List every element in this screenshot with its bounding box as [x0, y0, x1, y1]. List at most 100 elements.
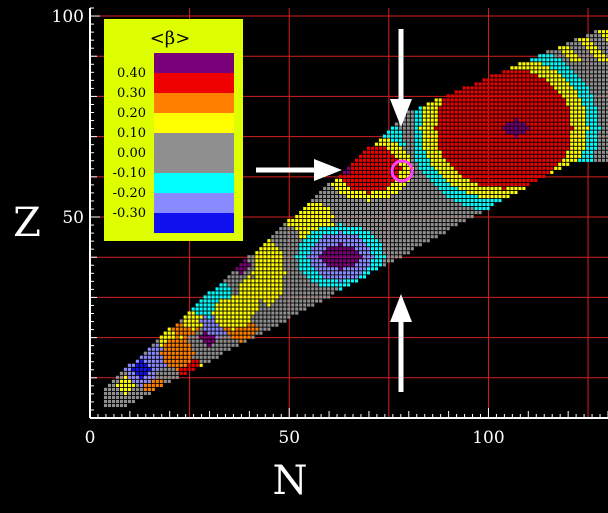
nucleus-cell	[283, 307, 287, 311]
nucleus-cell	[502, 154, 506, 158]
nucleus-cell	[562, 110, 566, 114]
nucleus-cell	[287, 303, 291, 307]
nucleus-cell	[486, 146, 490, 150]
nucleus-cell	[235, 299, 239, 303]
nucleus-cell	[446, 138, 450, 142]
nucleus-cell	[466, 154, 470, 158]
nucleus-cell	[247, 259, 251, 263]
nucleus-cell	[374, 255, 379, 259]
nucleus-cell	[442, 126, 446, 130]
nucleus-cell	[602, 38, 606, 42]
nucleus-cell	[498, 86, 502, 90]
nucleus-cell	[558, 118, 562, 122]
nucleus-cell	[582, 46, 586, 50]
nucleus-cell	[550, 98, 554, 102]
nucleus-cell	[219, 307, 223, 311]
nucleus-cell	[586, 90, 590, 94]
nucleus-cell	[470, 114, 474, 118]
nucleus-cell	[347, 178, 351, 182]
nucleus-cell	[267, 255, 271, 259]
nucleus-cell	[307, 283, 311, 287]
nucleus-cell	[598, 114, 602, 118]
nucleus-cell	[370, 239, 375, 243]
nucleus-cell	[446, 215, 450, 219]
nucleus-cell	[434, 158, 438, 162]
nucleus-cell	[538, 142, 542, 146]
nucleus-cell	[550, 134, 554, 138]
nucleus-cell	[498, 166, 502, 170]
nucleus-cell	[466, 162, 470, 166]
nucleus-cell	[498, 98, 502, 102]
nucleus-cell	[211, 331, 215, 335]
nucleus-cell	[354, 279, 359, 283]
nucleus-cell	[538, 154, 542, 158]
nucleus-cell	[394, 130, 398, 134]
nucleus-cell	[402, 235, 406, 239]
nucleus-cell	[123, 379, 127, 383]
nucleus-cell	[243, 315, 247, 319]
nucleus-cell	[195, 363, 199, 367]
nucleus-cell	[450, 174, 454, 178]
nucleus-cell	[526, 110, 530, 114]
nucleus-cell	[119, 375, 123, 379]
nucleus-cell	[319, 190, 323, 195]
nucleus-cell	[259, 315, 263, 319]
nucleus-cell	[167, 327, 171, 331]
nucleus-cell	[462, 110, 466, 114]
nucleus-cell	[594, 102, 598, 106]
nucleus-cell	[323, 223, 327, 227]
nucleus-cell	[111, 379, 116, 383]
nucleus-cell	[586, 146, 590, 150]
nucleus-cell	[139, 355, 143, 359]
nucleus-cell	[366, 182, 371, 186]
nucleus-cell	[231, 295, 235, 299]
nucleus-cell	[502, 106, 506, 110]
nucleus-cell	[526, 98, 530, 102]
nucleus-cell	[386, 142, 390, 146]
nucleus-cell	[566, 138, 570, 142]
nucleus-cell	[350, 166, 355, 170]
nucleus-cell	[354, 166, 359, 170]
nucleus-cell	[350, 219, 355, 223]
nucleus-cell	[183, 331, 187, 335]
nucleus-cell	[506, 78, 510, 82]
nucleus-cell	[398, 166, 402, 170]
nucleus-cell	[598, 86, 602, 90]
nucleus-cell	[347, 279, 351, 283]
nucleus-cell	[502, 190, 506, 195]
nucleus-cell	[255, 259, 259, 263]
nucleus-cell	[335, 231, 339, 235]
nucleus-cell	[386, 231, 390, 235]
nucleus-cell	[418, 235, 422, 239]
nucleus-cell	[486, 162, 490, 166]
nucleus-cell	[235, 287, 239, 291]
nucleus-cell	[450, 210, 454, 215]
nucleus-cell	[374, 206, 379, 211]
nucleus-cell	[594, 78, 598, 82]
nucleus-cell	[331, 227, 335, 231]
nucleus-cell	[343, 227, 347, 231]
nucleus-cell	[574, 58, 578, 62]
nucleus-cell	[362, 223, 367, 227]
nucleus-cell	[414, 227, 418, 231]
nucleus-cell	[550, 82, 554, 86]
nucleus-cell	[263, 255, 267, 259]
nucleus-cell	[243, 295, 247, 299]
nucleus-cell	[378, 210, 382, 215]
nucleus-cell	[558, 66, 562, 70]
nucleus-cell	[251, 319, 255, 323]
nucleus-cell	[410, 154, 414, 158]
nucleus-cell	[255, 307, 259, 311]
nucleus-cell	[602, 146, 606, 150]
nucleus-cell	[598, 122, 602, 126]
nucleus-cell	[490, 190, 494, 195]
nucleus-cell	[394, 247, 398, 251]
nucleus-cell	[147, 383, 151, 387]
nucleus-cell	[251, 263, 255, 267]
nucleus-cell	[406, 202, 410, 207]
nucleus-cell	[259, 283, 263, 287]
nucleus-cell	[251, 287, 255, 291]
nucleus-cell	[522, 142, 526, 146]
nucleus-cell	[299, 223, 303, 227]
nucleus-cell	[430, 130, 434, 134]
